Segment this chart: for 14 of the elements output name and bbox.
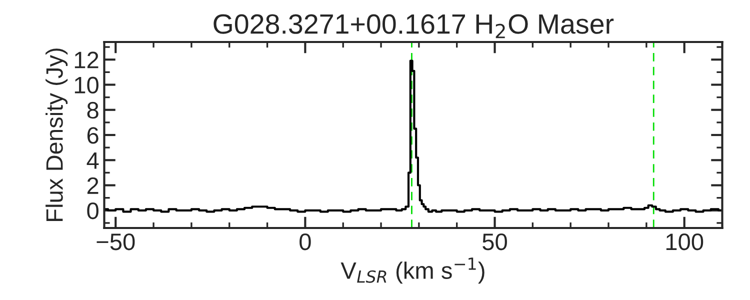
y-tick-label: 10 [74, 76, 98, 94]
y-tick-label: 12 [74, 52, 98, 68]
x-axis-title: V$_{LSR}$ (km s$^{−1}$) [340, 258, 484, 284]
x-tick-label: 100 [666, 233, 704, 250]
y-tick-label: 6 [87, 127, 98, 144]
x-tick-label: 50 [482, 233, 507, 250]
y-tick-label: 8 [87, 102, 98, 119]
y-axis-title: Flux Density (Jy) [46, 48, 68, 221]
y-tick-label: 0 [87, 202, 98, 220]
chart-title: G028.3271+00.1617 H$_{2}$O Maser [214, 14, 614, 38]
x-tick-label: −50 [96, 233, 135, 250]
y-tick-label: 2 [87, 177, 98, 194]
y-tick-label: 4 [86, 152, 99, 169]
x-tick-label: 0 [300, 233, 311, 250]
